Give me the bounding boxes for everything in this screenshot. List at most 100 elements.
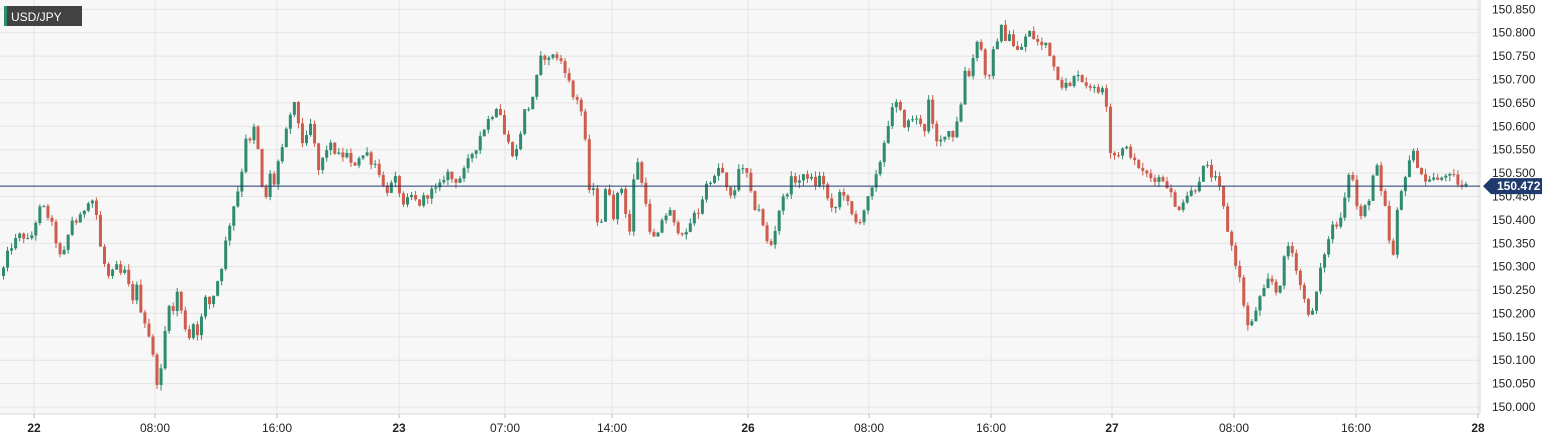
candle-body — [1012, 34, 1015, 47]
candle-body — [741, 168, 745, 170]
candle-body — [1173, 192, 1177, 207]
candle-body — [470, 153, 474, 159]
candle-body — [329, 142, 333, 151]
candle-body — [1117, 155, 1121, 157]
candle-body — [1129, 146, 1133, 158]
candle-body — [805, 174, 809, 179]
candle-body — [729, 187, 733, 196]
candle-body — [208, 296, 212, 305]
candle-body — [309, 123, 313, 136]
candle-body — [721, 167, 725, 173]
candle-body — [616, 192, 620, 220]
symbol-badge[interactable]: USD/JPY — [4, 6, 82, 26]
candle-body — [1379, 165, 1383, 192]
candle-body — [244, 138, 248, 172]
candle-body — [1149, 173, 1153, 179]
candle-body — [1007, 34, 1011, 41]
candle-body — [115, 264, 119, 270]
candle-body — [749, 172, 753, 192]
candle-body — [381, 175, 385, 186]
candle-body — [1274, 281, 1278, 293]
candle-body — [397, 176, 401, 194]
candle-body — [401, 193, 405, 205]
candle-body — [737, 169, 741, 191]
candle-body — [313, 123, 317, 144]
candle-body — [874, 174, 878, 188]
candle-body — [1343, 197, 1347, 218]
candle-body — [527, 109, 531, 111]
candle-body — [1068, 82, 1072, 87]
candle-body — [333, 142, 337, 154]
candle-body — [458, 178, 462, 183]
candle-body — [906, 120, 910, 128]
candle-body — [119, 264, 123, 273]
candle-body — [1108, 106, 1112, 153]
candle-body — [248, 138, 252, 141]
candle-body — [515, 149, 519, 157]
candle-body — [531, 96, 535, 110]
candle-body — [1145, 170, 1149, 174]
candle-body — [1157, 177, 1161, 182]
candle-body — [632, 179, 636, 232]
candle-body — [745, 168, 749, 173]
candle-body — [838, 192, 842, 208]
candle-body — [74, 220, 78, 223]
candle-body — [826, 184, 830, 199]
candle-body — [1072, 76, 1076, 87]
y-tick-label: 150.550 — [1492, 143, 1536, 157]
candle-body — [220, 268, 224, 282]
candle-body — [1432, 177, 1436, 180]
candle-body — [797, 180, 801, 183]
candle-body — [983, 49, 987, 76]
candle-body — [1456, 174, 1460, 185]
candle-body — [967, 70, 971, 77]
candle-body — [123, 269, 127, 273]
candle-body — [636, 162, 640, 180]
candle-body — [1335, 224, 1339, 227]
candle-body — [410, 195, 414, 198]
candle-body — [1084, 82, 1088, 86]
candle-body — [462, 168, 466, 179]
candle-body — [789, 176, 793, 195]
candle-body — [1181, 202, 1185, 210]
candle-body — [143, 312, 147, 324]
y-tick-label: 150.800 — [1492, 26, 1536, 40]
candle-body — [1367, 200, 1371, 206]
candle-body — [1242, 277, 1246, 306]
candle-body — [680, 233, 684, 235]
candle-body — [414, 195, 418, 200]
candle-body — [709, 182, 712, 184]
candle-body — [591, 188, 595, 191]
candle-body — [139, 284, 143, 313]
candle-body — [1464, 183, 1468, 187]
candle-body — [305, 135, 308, 144]
candle-body — [14, 238, 18, 249]
candle-body — [595, 188, 599, 223]
candle-body — [1169, 188, 1173, 193]
candle-body — [672, 210, 676, 223]
y-tick-label: 150.250 — [1492, 283, 1536, 297]
candle-body — [1141, 168, 1145, 171]
candle-body — [1351, 174, 1355, 180]
candle-body — [898, 101, 902, 110]
candle-body — [551, 54, 555, 58]
candle-body — [664, 215, 668, 221]
candle-body — [559, 58, 563, 62]
candle-body — [276, 161, 280, 185]
candle-body — [886, 125, 890, 143]
candle-body — [454, 179, 458, 183]
candle-body — [191, 324, 195, 338]
candle-body — [842, 192, 846, 196]
candle-body — [1278, 285, 1282, 293]
candle-body — [288, 114, 292, 129]
candle-body — [1036, 38, 1040, 42]
candle-body — [2, 267, 5, 276]
candle-body — [1153, 178, 1157, 182]
candle-body — [98, 214, 102, 247]
candle-body — [919, 118, 923, 125]
candle-body — [1315, 291, 1318, 311]
candle-body — [325, 150, 329, 158]
candle-body — [486, 118, 490, 130]
candle-body — [943, 136, 947, 140]
